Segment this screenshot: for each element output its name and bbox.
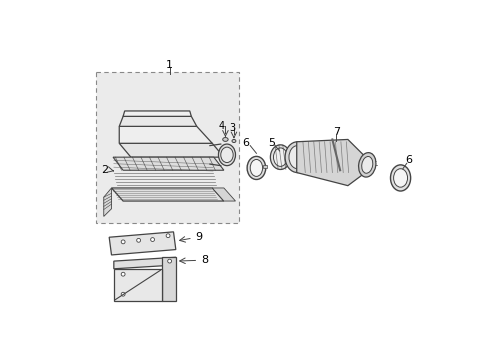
Polygon shape bbox=[296, 139, 363, 186]
Ellipse shape bbox=[121, 292, 125, 296]
Polygon shape bbox=[119, 143, 224, 157]
Ellipse shape bbox=[358, 153, 375, 177]
Ellipse shape bbox=[250, 159, 262, 176]
Ellipse shape bbox=[285, 142, 309, 172]
Ellipse shape bbox=[361, 157, 372, 173]
Polygon shape bbox=[114, 257, 176, 269]
Polygon shape bbox=[212, 188, 235, 201]
Ellipse shape bbox=[166, 234, 170, 238]
Ellipse shape bbox=[167, 259, 171, 263]
Polygon shape bbox=[109, 232, 176, 255]
Ellipse shape bbox=[273, 148, 287, 166]
Polygon shape bbox=[113, 157, 224, 170]
Text: 6: 6 bbox=[404, 155, 411, 165]
Ellipse shape bbox=[270, 145, 290, 170]
Ellipse shape bbox=[246, 156, 265, 180]
Polygon shape bbox=[103, 188, 111, 216]
Ellipse shape bbox=[390, 165, 410, 191]
Polygon shape bbox=[162, 257, 176, 301]
Text: 6: 6 bbox=[242, 138, 248, 148]
Ellipse shape bbox=[288, 145, 305, 169]
Ellipse shape bbox=[220, 147, 233, 163]
Polygon shape bbox=[114, 269, 162, 301]
Text: 2: 2 bbox=[101, 165, 108, 175]
Text: 3: 3 bbox=[229, 123, 235, 133]
Ellipse shape bbox=[231, 139, 235, 143]
Ellipse shape bbox=[121, 240, 125, 244]
Text: 4: 4 bbox=[218, 121, 224, 131]
Ellipse shape bbox=[137, 238, 140, 242]
Ellipse shape bbox=[393, 169, 407, 187]
Bar bbox=[262, 165, 266, 168]
Text: 9: 9 bbox=[195, 232, 202, 242]
Bar bbox=[96, 72, 239, 222]
Polygon shape bbox=[119, 116, 196, 126]
Text: 5: 5 bbox=[268, 138, 275, 148]
Text: 7: 7 bbox=[332, 127, 339, 137]
Polygon shape bbox=[119, 126, 212, 143]
Polygon shape bbox=[123, 111, 191, 116]
Text: 8: 8 bbox=[201, 255, 207, 265]
Polygon shape bbox=[111, 188, 224, 201]
Text: 1: 1 bbox=[166, 60, 173, 70]
Ellipse shape bbox=[121, 272, 125, 276]
Ellipse shape bbox=[150, 238, 154, 242]
Ellipse shape bbox=[218, 144, 235, 166]
Ellipse shape bbox=[222, 138, 228, 141]
